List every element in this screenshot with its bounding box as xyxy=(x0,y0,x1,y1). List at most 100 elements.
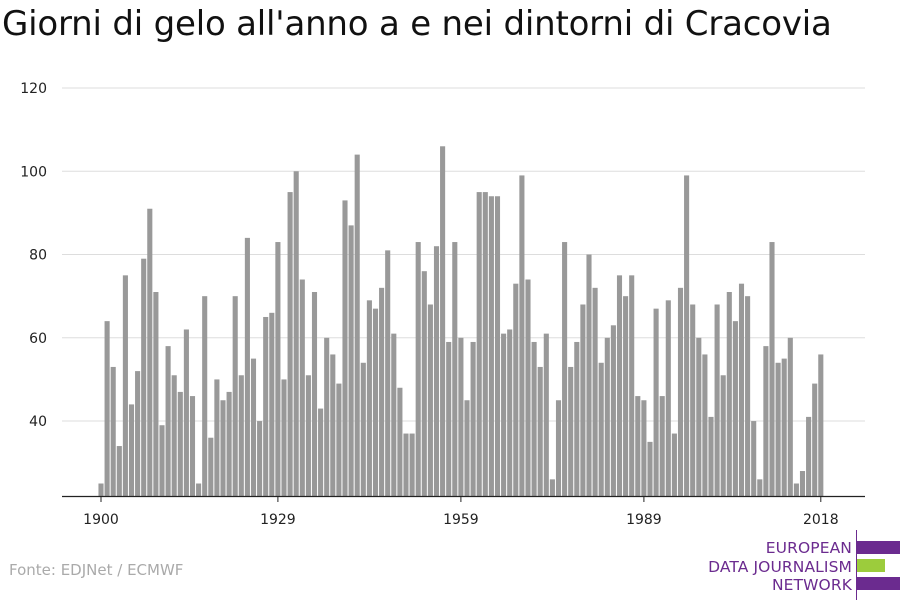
bar xyxy=(647,441,653,496)
bar xyxy=(616,275,623,496)
bar xyxy=(98,483,104,496)
bar xyxy=(726,292,732,496)
bar xyxy=(665,300,671,496)
bar xyxy=(720,375,726,496)
bar xyxy=(214,379,220,496)
bar xyxy=(104,321,110,496)
bar xyxy=(732,321,738,496)
bar xyxy=(250,358,257,496)
bar xyxy=(549,479,555,496)
bar xyxy=(574,341,580,496)
bar xyxy=(507,329,513,496)
bar xyxy=(555,400,562,496)
bar xyxy=(470,341,476,496)
chart-title: Giorni di gelo all'anno a e nei dintorni… xyxy=(2,4,832,44)
bar xyxy=(659,396,665,496)
bar xyxy=(543,333,549,496)
bar xyxy=(446,341,452,496)
bar xyxy=(257,421,263,496)
bar xyxy=(501,333,507,496)
bar xyxy=(745,296,751,496)
bar xyxy=(769,242,775,496)
x-tick-label: 1929 xyxy=(260,512,296,528)
bar xyxy=(494,196,501,496)
bar xyxy=(305,375,311,496)
bar xyxy=(488,196,494,496)
bar xyxy=(348,225,354,496)
bar xyxy=(531,341,537,496)
bar xyxy=(568,366,574,496)
bar xyxy=(360,362,366,496)
bar xyxy=(427,304,433,496)
bar xyxy=(397,387,403,496)
bar xyxy=(153,292,159,496)
bar xyxy=(738,283,745,496)
gridlines xyxy=(62,87,865,422)
logo-divider xyxy=(856,530,857,600)
bar xyxy=(409,433,415,496)
bar xyxy=(513,283,519,496)
bar xyxy=(635,396,641,496)
bars xyxy=(98,146,824,497)
bar xyxy=(623,296,629,496)
bar xyxy=(391,333,397,496)
bar xyxy=(653,308,659,496)
bar xyxy=(677,287,684,496)
bar xyxy=(757,479,763,496)
bar xyxy=(238,375,244,496)
bar xyxy=(202,296,208,496)
bar xyxy=(702,354,708,496)
bar xyxy=(366,300,372,496)
bar xyxy=(793,483,799,496)
bar xyxy=(244,237,250,496)
y-tick-label: 100 xyxy=(20,164,47,180)
x-tick-labels: 1900 1929 1959 1989 2018 xyxy=(83,496,839,528)
bar xyxy=(818,354,824,496)
bar xyxy=(562,242,568,496)
bar xyxy=(671,433,677,496)
bar xyxy=(171,375,177,496)
x-tick-label: 2018 xyxy=(803,512,839,528)
bar xyxy=(476,192,482,496)
y-tick-label: 40 xyxy=(29,414,47,430)
bar xyxy=(598,362,604,496)
bar xyxy=(183,329,189,496)
bar xyxy=(464,400,470,496)
bar xyxy=(318,408,324,496)
bar xyxy=(525,279,531,496)
bar xyxy=(281,379,287,496)
source-note: Fonte: EDJNet / ECMWF xyxy=(9,561,184,579)
bar xyxy=(482,192,488,496)
bar xyxy=(415,242,421,496)
bar xyxy=(775,362,781,496)
bar xyxy=(299,279,305,496)
bar xyxy=(287,192,293,496)
bar xyxy=(263,316,269,496)
bar xyxy=(714,304,720,496)
bar xyxy=(403,433,409,496)
bar xyxy=(128,404,135,496)
bar xyxy=(806,416,812,496)
bar xyxy=(116,446,122,496)
x-tick-label: 1989 xyxy=(626,512,662,528)
logo-bar-middle xyxy=(857,559,885,572)
bar xyxy=(610,325,616,496)
bar xyxy=(311,292,318,496)
bar xyxy=(751,421,757,496)
bar xyxy=(433,246,440,496)
bar xyxy=(684,175,690,496)
bar xyxy=(336,383,342,496)
bar xyxy=(324,337,330,496)
bar xyxy=(708,416,714,496)
bar xyxy=(592,287,598,496)
bar xyxy=(208,437,214,496)
bar xyxy=(177,391,183,496)
bar xyxy=(275,242,281,496)
y-tick-label: 60 xyxy=(29,331,47,347)
bar xyxy=(763,346,769,496)
edjnet-logo[interactable]: EUROPEAN DATA JOURNALISM NETWORK xyxy=(700,530,900,600)
bar xyxy=(421,271,427,496)
bar xyxy=(293,171,299,496)
bar xyxy=(342,200,348,497)
bar xyxy=(458,337,464,496)
